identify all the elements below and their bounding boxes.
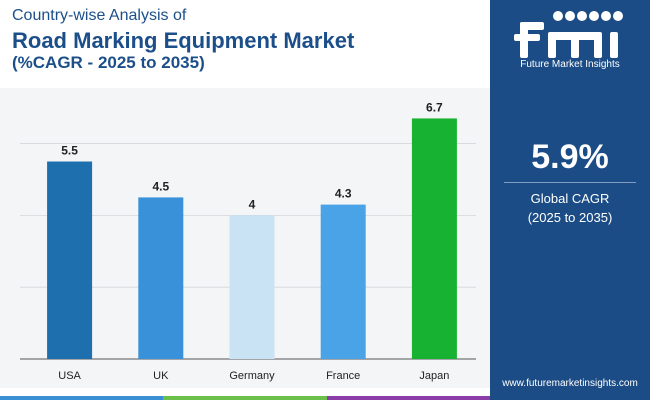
data-label-uk: 4.5 <box>152 179 169 193</box>
chart-title: Road Marking Equipment Market <box>12 28 355 53</box>
footer-strip-green <box>163 396 327 400</box>
bar-uk <box>138 197 184 359</box>
chart-title-period: (%CAGR - 2025 to 2035) <box>12 53 205 72</box>
kpi-label-line1: Global CAGR <box>530 191 610 206</box>
data-label-japan: 6.7 <box>426 100 443 114</box>
brand-name: Future Market Insights <box>520 59 620 70</box>
footer-strip-purple <box>326 396 490 400</box>
bar-japan <box>411 118 457 359</box>
data-label-france: 4.3 <box>335 187 352 201</box>
x-tick-japan: Japan <box>419 370 449 382</box>
footer-color-strip <box>0 396 490 400</box>
global-cagr-label: Global CAGR (2025 to 2035) <box>490 189 650 227</box>
x-tick-france: France <box>326 370 360 382</box>
website-link[interactable]: www.futuremarketinsights.com <box>502 378 638 389</box>
kpi-label-line2: (2025 to 2035) <box>527 210 613 225</box>
fmi-logo-icon <box>514 11 623 58</box>
kpi-divider <box>504 182 636 183</box>
footer-strip-blue <box>0 396 164 400</box>
global-cagr-value: 5.9% <box>531 138 609 176</box>
bar-france <box>320 204 366 359</box>
bar-usa <box>47 161 93 359</box>
bar-chart: 5.5 USA 4.5 UK 4 Germany 4.3 France 6.7 Japan <box>20 100 476 382</box>
data-label-germany: 4 <box>249 197 256 211</box>
sidebar-panel: Future Market Insights 5.9% Global CAGR … <box>490 0 650 400</box>
x-tick-germany: Germany <box>229 370 275 382</box>
chart-subtitle: Country-wise Analysis of <box>12 7 187 24</box>
chart-header: Country-wise Analysis of Road Marking Eq… <box>0 0 490 86</box>
fmi-logo <box>490 4 650 74</box>
bar-germany <box>229 215 275 359</box>
plot-area: 5.5 USA 4.5 UK 4 Germany 4.3 France 6.7 Japan <box>0 88 490 388</box>
x-tick-usa: USA <box>58 370 81 382</box>
data-label-usa: 5.5 <box>61 144 78 158</box>
x-tick-uk: UK <box>153 370 169 382</box>
